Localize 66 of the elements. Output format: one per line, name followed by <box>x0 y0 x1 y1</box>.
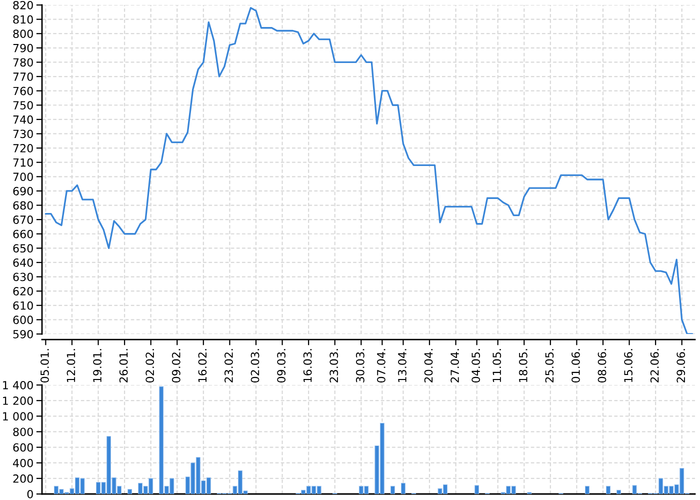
y-tick-label: 770 <box>13 72 33 81</box>
y-tick-label: 690 <box>13 186 33 196</box>
y-tick-label: 620 <box>13 287 33 296</box>
y-tick-label: 810 <box>13 15 33 24</box>
y-tick-label: 760 <box>13 86 33 96</box>
x-tick-label: 15.06. <box>624 349 633 382</box>
y-tick-label: 680 <box>13 201 33 210</box>
y-tick-label: 740 <box>13 115 33 124</box>
y-tick-label: 400 <box>13 458 33 468</box>
bar <box>390 486 395 494</box>
y-tick-label: 670 <box>13 216 33 224</box>
y-tick-label: 640 <box>13 258 33 267</box>
y-tick-label: 790 <box>13 44 33 52</box>
y-tick-label: 720 <box>13 144 33 152</box>
x-tick-label: 23.02. <box>224 349 233 382</box>
x-tick-label: 22.06. <box>650 349 659 382</box>
x-tick-label: 16.02. <box>198 349 207 382</box>
y-tick-label: 820 <box>13 0 33 10</box>
bar <box>584 486 590 494</box>
bar <box>616 490 622 494</box>
x-tick-label: 04.05. <box>472 349 480 382</box>
y-tick-label: 800 <box>13 30 33 38</box>
y-tick-label: 730 <box>13 130 33 138</box>
x-tick-label: 29.06. <box>676 349 686 382</box>
bar <box>474 485 480 494</box>
bar <box>606 486 610 494</box>
y-tick-label: 600 <box>13 443 33 452</box>
x-tick-label: 07.04. <box>376 349 386 382</box>
x-tick-label: 02.02. <box>146 349 154 382</box>
x-tick-label: 18.05. <box>518 349 528 382</box>
y-tick-label: 610 <box>13 301 33 310</box>
y-tick-label: 1 000 <box>3 412 33 421</box>
x-tick-label: 20.04. <box>424 349 433 382</box>
x-tick-label: 13.04. <box>398 349 406 382</box>
y-tick-label: 800 <box>13 428 33 436</box>
x-tick-label: 25.05. <box>545 349 554 382</box>
y-tick-label: 750 <box>13 101 33 110</box>
y-tick-label: 590 <box>13 330 33 338</box>
x-tick-label: 12.01. <box>66 349 76 382</box>
x-tick-label: 09.02. <box>172 349 180 382</box>
x-tick-label: 01.06. <box>572 349 580 382</box>
y-tick-label: 700 <box>13 172 33 182</box>
y-tick-label: 0 <box>27 490 33 498</box>
y-tick-label: 1 200 <box>3 396 33 405</box>
y-tick-label: 780 <box>13 58 33 67</box>
y-tick-label: 660 <box>13 230 33 238</box>
x-tick-label: 23.03. <box>330 349 338 382</box>
y-tick-label: 1 400 <box>3 380 33 390</box>
x-tick-label: 16.03. <box>303 349 312 382</box>
bar <box>400 482 406 494</box>
bar <box>128 489 132 494</box>
line-series <box>44 7 694 334</box>
x-tick-label: 30.03. <box>356 349 364 382</box>
y-tick-label: 650 <box>13 244 33 253</box>
y-tick-label: 200 <box>13 474 33 483</box>
x-tick-label: 08.06. <box>598 349 606 382</box>
x-tick-label: 26.01. <box>119 349 128 382</box>
x-tick-label: 19.01. <box>93 349 102 382</box>
x-tick-label: 05.01. <box>40 349 49 382</box>
y-tick-label: 630 <box>13 272 33 282</box>
x-tick-label: 27.04. <box>450 349 459 382</box>
x-tick-label: 11.05. <box>492 349 502 382</box>
y-tick-label: 600 <box>13 316 33 324</box>
x-tick-label: 09.03. <box>277 349 286 382</box>
y-tick-label: 710 <box>13 158 33 167</box>
x-tick-label: 02.03. <box>250 349 260 382</box>
